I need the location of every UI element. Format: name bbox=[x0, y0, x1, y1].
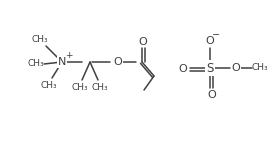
Text: S: S bbox=[206, 61, 214, 75]
Text: N: N bbox=[58, 57, 66, 67]
Text: +: + bbox=[65, 51, 73, 60]
Text: CH₃: CH₃ bbox=[41, 81, 57, 90]
Text: CH₃: CH₃ bbox=[92, 84, 108, 93]
Text: O: O bbox=[114, 57, 122, 67]
Text: CH₃: CH₃ bbox=[252, 63, 268, 72]
Text: CH₃: CH₃ bbox=[32, 36, 48, 45]
Text: CH₃: CH₃ bbox=[72, 84, 88, 93]
Text: O: O bbox=[206, 36, 214, 46]
Text: O: O bbox=[207, 90, 216, 100]
Text: O: O bbox=[179, 64, 187, 75]
Text: CH₃: CH₃ bbox=[28, 60, 44, 69]
Text: O: O bbox=[139, 37, 147, 47]
Text: O: O bbox=[232, 63, 240, 73]
Text: −: − bbox=[212, 30, 220, 40]
